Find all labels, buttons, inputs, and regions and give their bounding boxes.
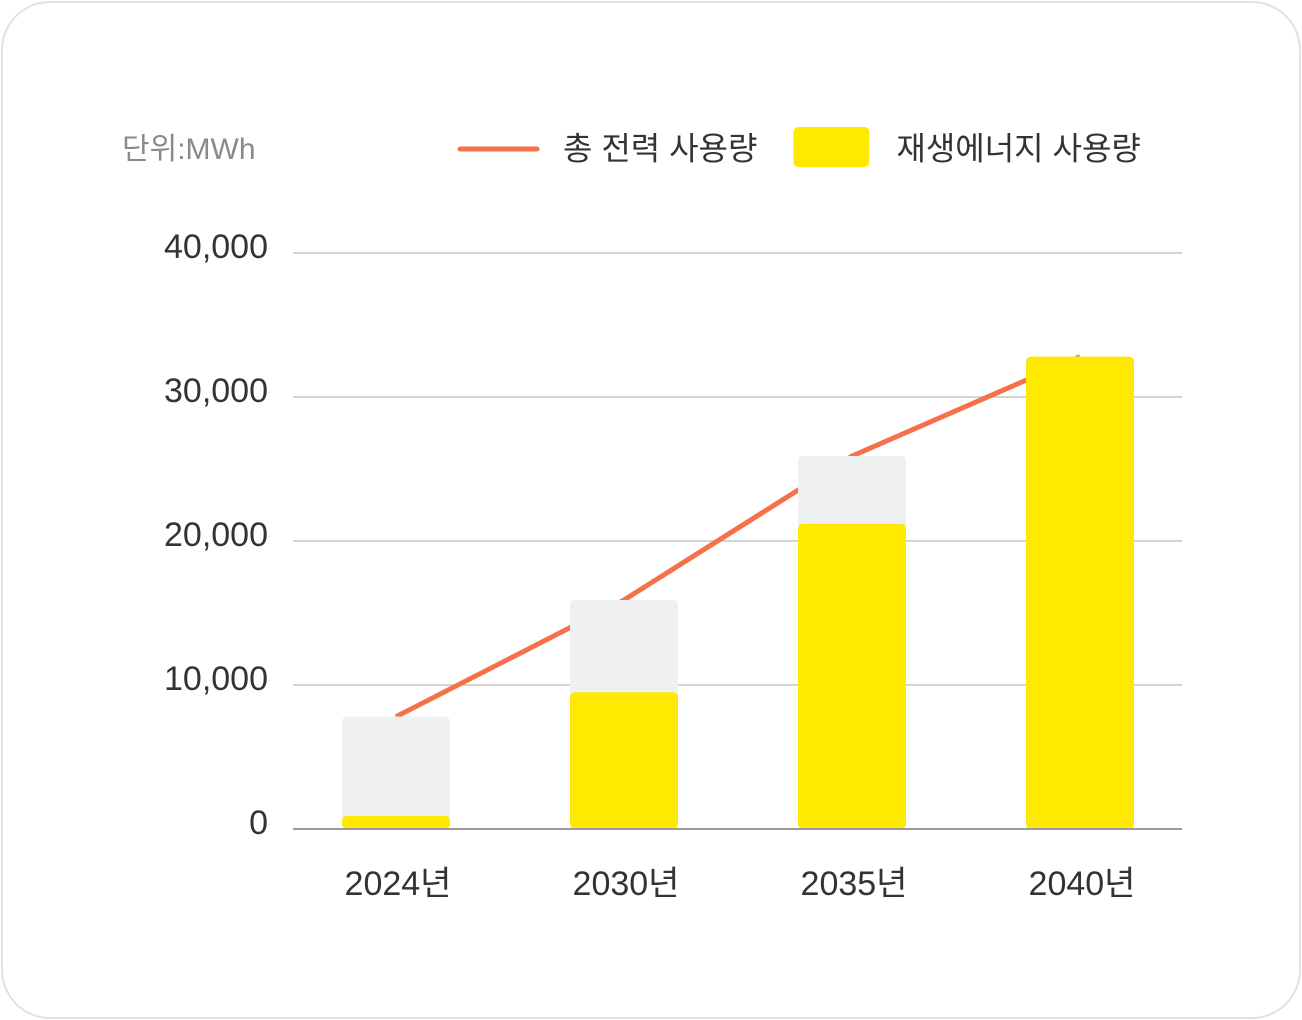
legend-label: 재생에너지 사용량 xyxy=(896,130,1140,166)
legend-label: 총 전력 사용량 xyxy=(563,130,757,166)
bar xyxy=(1026,356,1134,829)
total-bar-cover xyxy=(342,716,450,829)
total-line xyxy=(394,354,1081,719)
x-tick-label: 2035년 xyxy=(801,865,908,903)
unit-label: 단위:MWh xyxy=(122,133,256,166)
bar xyxy=(798,523,906,829)
y-tick-label: 30,000 xyxy=(164,372,268,410)
y-tick-label: 20,000 xyxy=(164,516,268,554)
y-tick-label: 40,000 xyxy=(164,228,268,266)
bar xyxy=(570,692,678,829)
y-tick-label: 0 xyxy=(249,804,268,842)
y-tick-label: 10,000 xyxy=(164,660,268,698)
x-tick-label: 2040년 xyxy=(1029,865,1136,903)
bar xyxy=(342,816,450,829)
legend-swatch xyxy=(793,127,870,167)
x-tick-label: 2030년 xyxy=(573,865,680,903)
x-tick-label: 2024년 xyxy=(345,865,452,903)
